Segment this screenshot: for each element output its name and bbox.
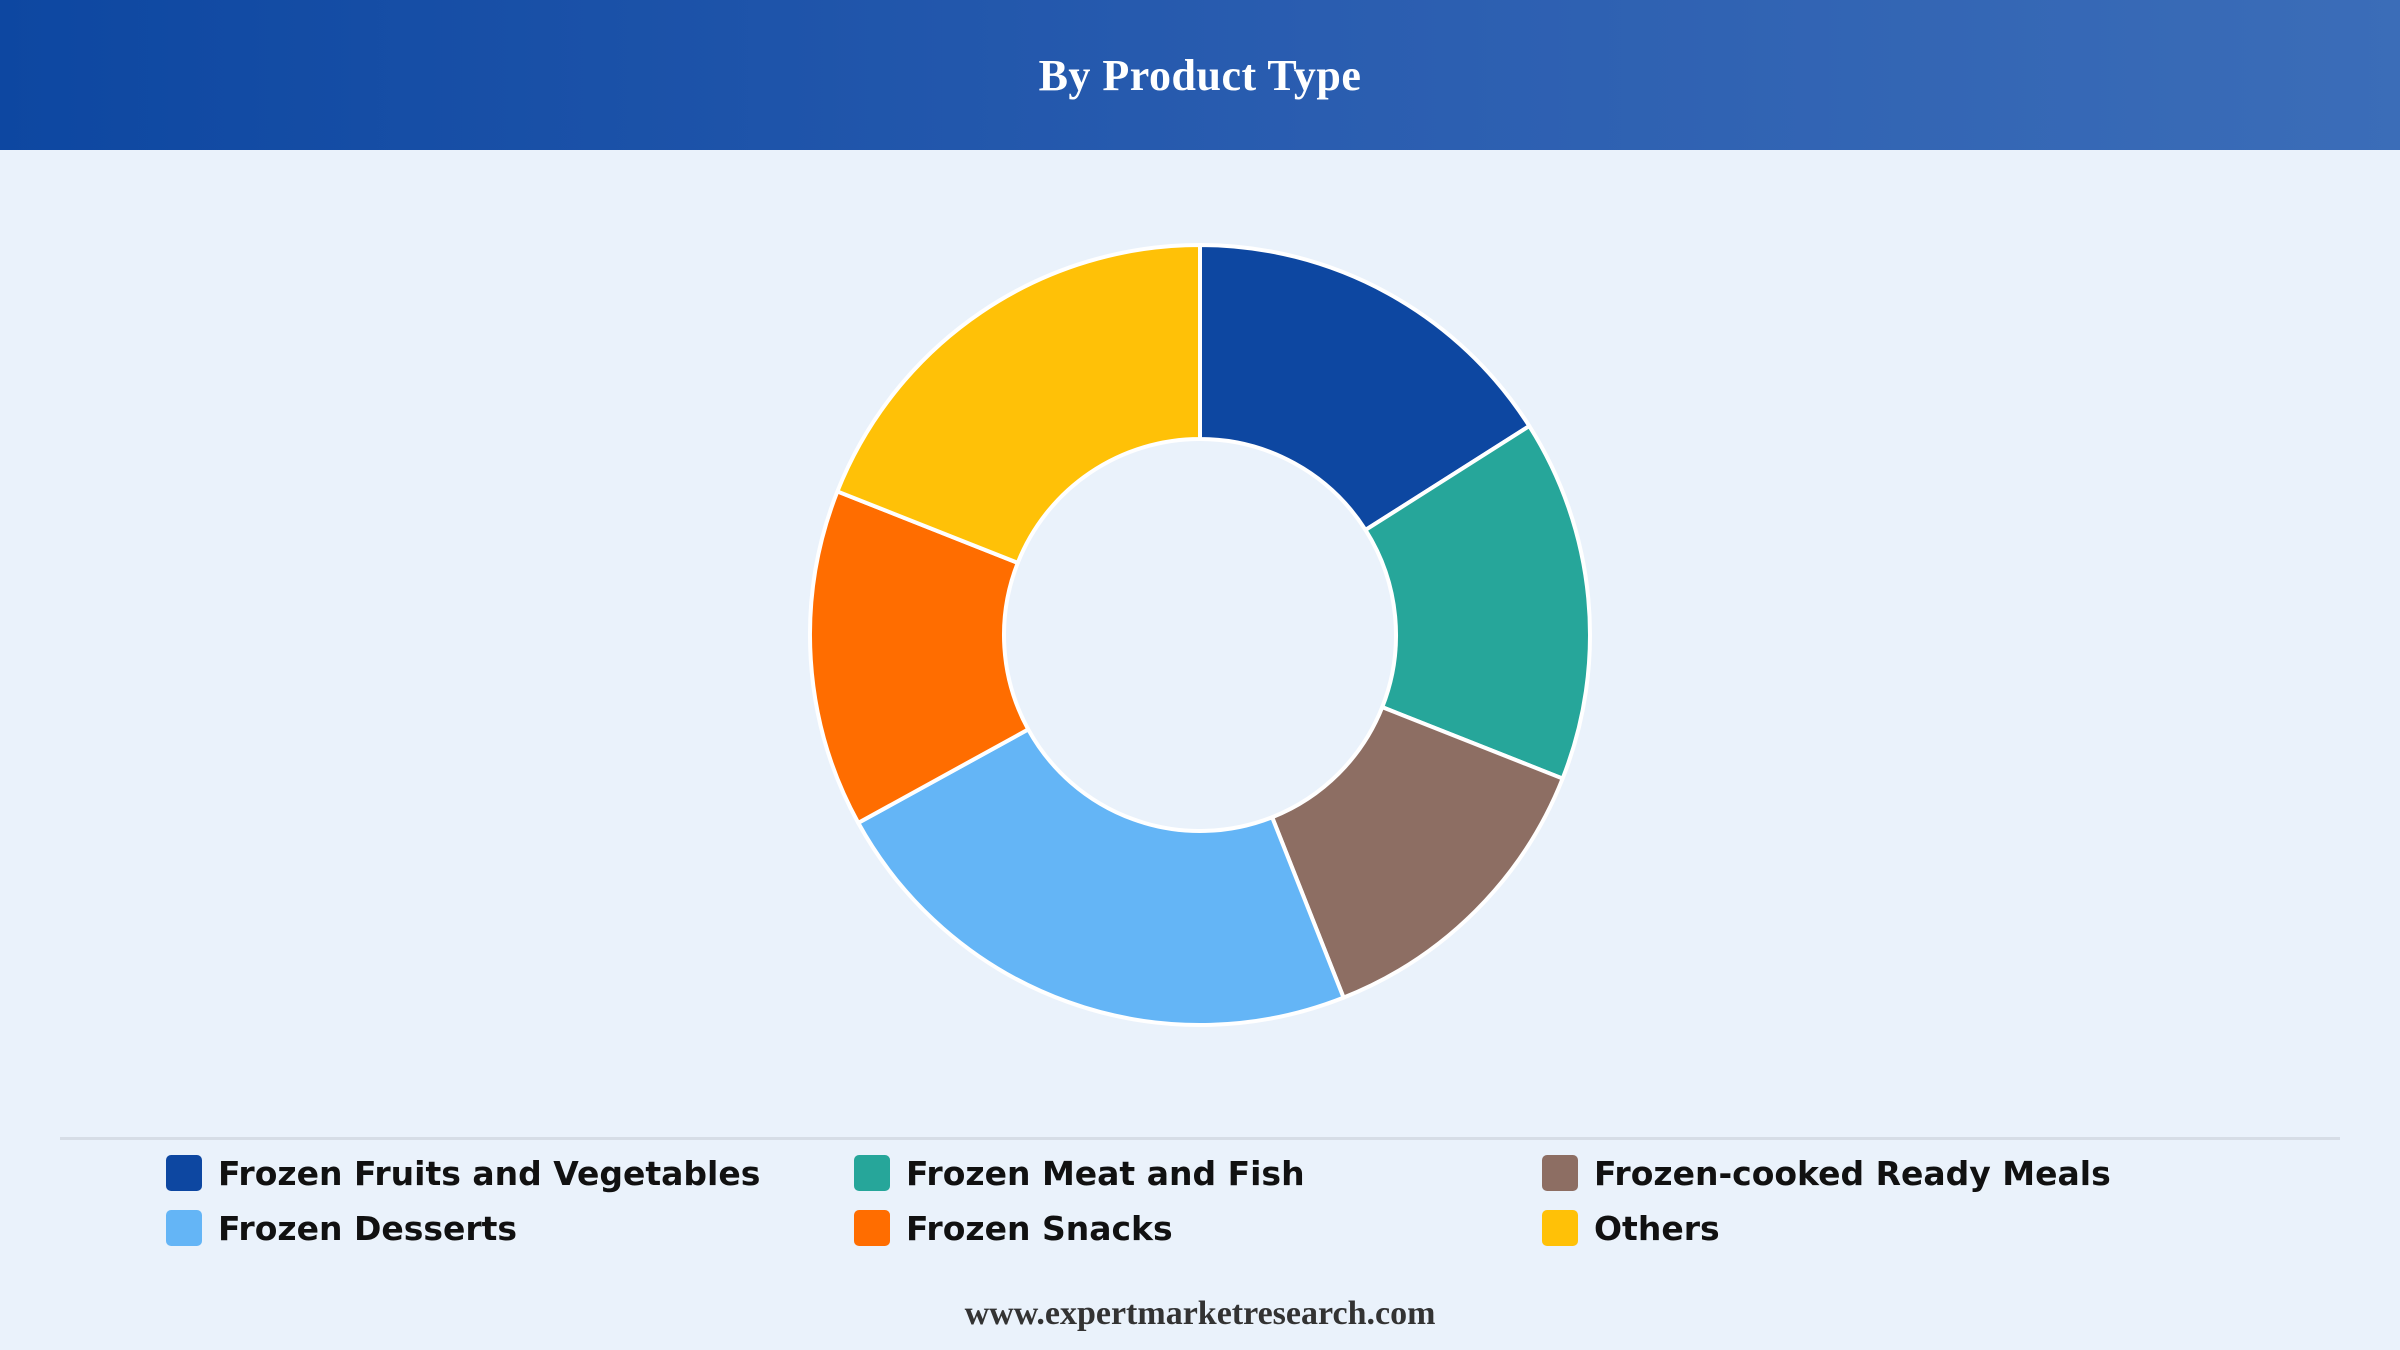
legend-swatch	[854, 1155, 890, 1191]
donut-slice-others	[835, 243, 1202, 565]
legend-divider	[60, 1137, 2340, 1140]
donut-slice-frozen-fruits-and-vegetables	[1198, 243, 1532, 532]
legend-item-frozen-desserts: Frozen Desserts	[166, 1208, 854, 1248]
donut-slice-frozen-meat-and-fish	[1363, 424, 1592, 781]
donut-slice-frozen-cooked-ready-meals	[1270, 705, 1565, 1000]
legend-label: Others	[1594, 1208, 1720, 1248]
legend: Frozen Fruits and Vegetables Frozen Meat…	[166, 1153, 2316, 1248]
legend-label: Frozen Fruits and Vegetables	[218, 1153, 761, 1193]
legend-label: Frozen Snacks	[906, 1208, 1173, 1248]
donut-slice-frozen-desserts	[856, 727, 1346, 1027]
legend-label: Frozen Meat and Fish	[906, 1153, 1305, 1193]
legend-item-frozen-snacks: Frozen Snacks	[854, 1208, 1542, 1248]
legend-swatch	[1542, 1210, 1578, 1246]
donut-slice-frozen-snacks	[808, 489, 1031, 825]
legend-item-frozen-cooked-ready-meals: Frozen-cooked Ready Meals	[1542, 1153, 2230, 1193]
legend-item-frozen-fruits-vegetables: Frozen Fruits and Vegetables	[166, 1153, 854, 1193]
legend-item-others: Others	[1542, 1208, 2230, 1248]
legend-swatch	[854, 1210, 890, 1246]
header-banner: By Product Type	[0, 0, 2400, 150]
chart-area	[0, 150, 2400, 1125]
legend-label: Frozen Desserts	[218, 1208, 518, 1248]
chart-title: By Product Type	[1038, 50, 1362, 100]
legend-swatch	[166, 1155, 202, 1191]
legend-swatch	[166, 1210, 202, 1246]
legend-swatch	[1542, 1155, 1578, 1191]
legend-label: Frozen-cooked Ready Meals	[1594, 1153, 2111, 1193]
donut-chart	[808, 243, 1592, 1027]
legend-item-frozen-meat-fish: Frozen Meat and Fish	[854, 1153, 1542, 1193]
source-footer: www.expertmarketresearch.com	[964, 1295, 1436, 1332]
